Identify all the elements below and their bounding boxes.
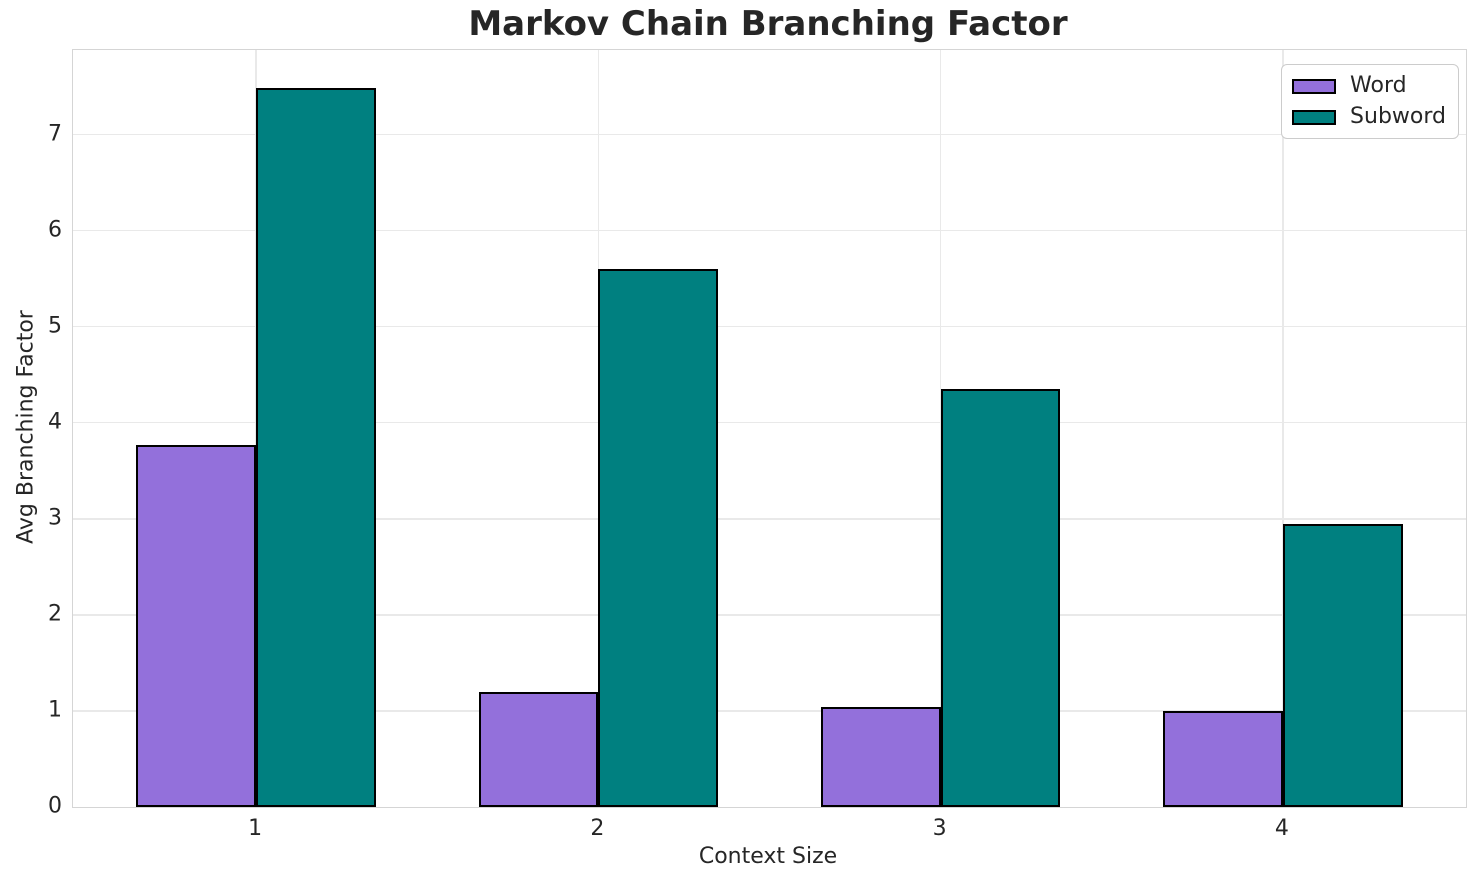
gridline-horizontal-5	[73, 325, 1466, 328]
bar-subword-2	[598, 269, 719, 807]
bar-word-2	[478, 691, 599, 807]
gridline-horizontal-6	[73, 229, 1466, 232]
bar-subword-3	[940, 389, 1061, 807]
x-tick-label-3: 3	[932, 816, 947, 841]
legend-swatch-subword-icon	[1292, 109, 1337, 125]
legend-item-word: Word	[1292, 73, 1446, 98]
y-tick-label-7: 7	[48, 121, 62, 147]
x-axis-label: Context Size	[698, 844, 838, 869]
legend-label-subword: Subword	[1350, 104, 1446, 130]
y-tick-label-4: 4	[48, 409, 62, 435]
y-tick-label-1: 1	[48, 697, 62, 723]
bar-word-1	[136, 444, 257, 807]
bar-word-3	[820, 707, 941, 807]
y-axis-label: Avg Branching Factor	[13, 310, 39, 544]
y-tick-label-6: 6	[48, 217, 62, 243]
y-tick-label-0: 0	[48, 793, 62, 819]
plot-area	[72, 49, 1467, 808]
gridline-horizontal-1	[73, 710, 1466, 712]
gridline-vertical-4	[1282, 50, 1284, 807]
x-tick-label-2: 2	[590, 816, 605, 841]
gridline-horizontal-3	[73, 518, 1466, 520]
bar-word-4	[1163, 710, 1283, 807]
bar-subword-4	[1282, 523, 1403, 807]
legend-swatch-word-icon	[1292, 78, 1337, 94]
y-tick-label-2: 2	[48, 601, 62, 627]
x-tick-label-1: 1	[248, 816, 263, 841]
y-tick-label-5: 5	[48, 313, 62, 339]
x-tick-label-4: 4	[1274, 816, 1289, 841]
legend-label-word: Word	[1350, 73, 1407, 98]
gridline-horizontal-2	[73, 614, 1466, 616]
legend-item-subword: Subword	[1292, 104, 1446, 130]
gridline-horizontal-7	[73, 133, 1466, 136]
y-tick-label-3: 3	[48, 505, 62, 531]
legend: Word Subword	[1281, 64, 1459, 140]
chart-title: Markov Chain Branching Factor	[468, 4, 1068, 44]
bar-subword-1	[256, 88, 376, 807]
gridline-horizontal-4	[73, 421, 1466, 424]
